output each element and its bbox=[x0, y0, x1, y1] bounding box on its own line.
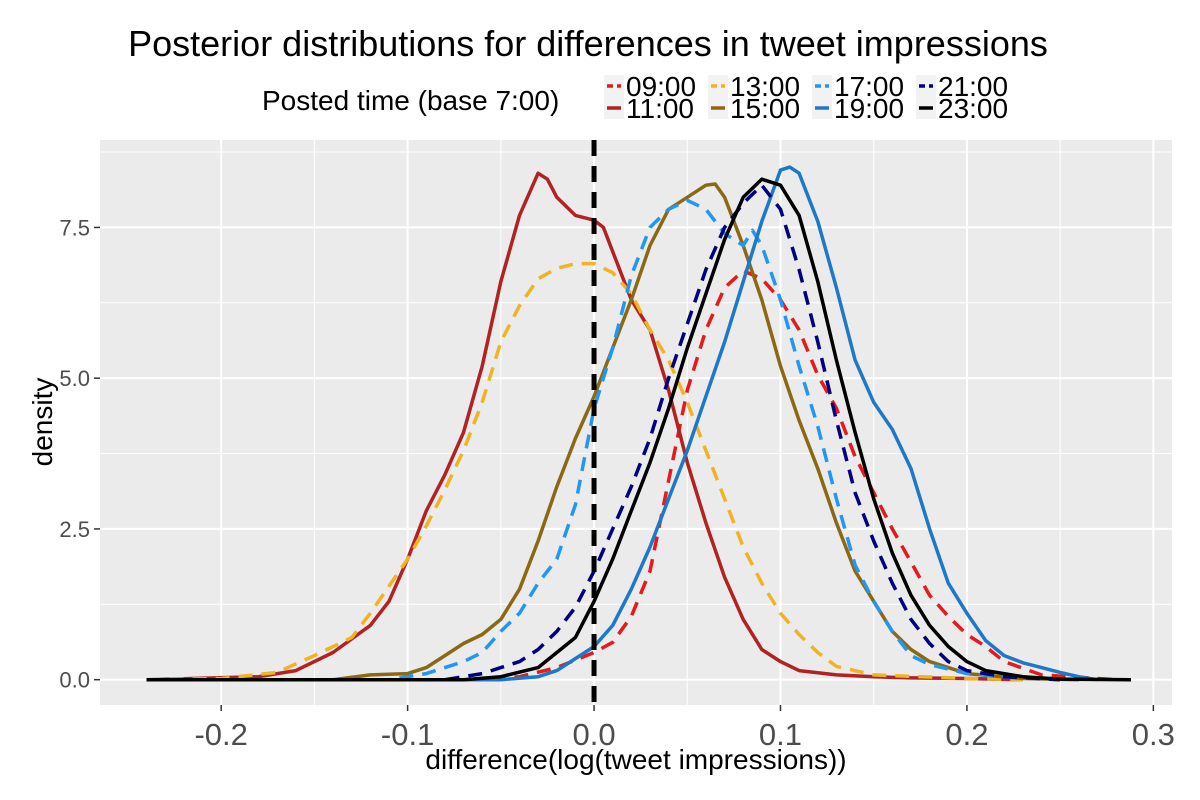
y-tick-label: 5.0 bbox=[59, 366, 90, 391]
legend-key-bg bbox=[604, 75, 624, 97]
series-line-2300 bbox=[146, 177, 1132, 682]
plot-panel bbox=[100, 140, 1172, 705]
y-tick-label: 0.0 bbox=[59, 668, 90, 693]
legend-label: 09:00 bbox=[626, 71, 696, 102]
series-line-1900 bbox=[146, 165, 1098, 682]
x-tick-label: 0.1 bbox=[759, 717, 802, 752]
series-line-0900 bbox=[146, 269, 1117, 682]
series-line-1300 bbox=[146, 261, 1023, 682]
legend-label: 13:00 bbox=[730, 71, 800, 102]
legend-key-bg bbox=[916, 75, 936, 97]
series-line-1700 bbox=[146, 198, 1061, 682]
y-axis-title: density bbox=[27, 378, 58, 467]
density-curves bbox=[146, 140, 1132, 705]
x-axis-title: difference(log(tweet impressions)) bbox=[425, 744, 846, 775]
series-line-2100 bbox=[146, 183, 1061, 682]
legend-label: 15:00 bbox=[730, 93, 800, 124]
chart-title: Posterior distributions for differences … bbox=[128, 23, 1048, 64]
x-tick-label: -0.1 bbox=[381, 717, 434, 752]
axis-ticks: -0.2 -0.1 0.0 0.1 0.2 0.3 0.0 2.5 5.0 7.5 bbox=[59, 215, 1175, 752]
x-tick-label: 0.3 bbox=[1132, 717, 1175, 752]
legend-label: 23:00 bbox=[938, 93, 1008, 124]
legend-label: 19:00 bbox=[834, 93, 904, 124]
grid-lines bbox=[100, 140, 1172, 705]
legend-key-bg bbox=[708, 75, 728, 97]
legend-label: 21:00 bbox=[938, 71, 1008, 102]
y-tick-label: 7.5 bbox=[59, 215, 90, 240]
x-tick-label: -0.2 bbox=[194, 717, 247, 752]
legend-label: 11:00 bbox=[626, 93, 694, 124]
legend-label: 17:00 bbox=[834, 71, 904, 102]
x-tick-label: 0.0 bbox=[572, 717, 615, 752]
legend-key-bg bbox=[812, 75, 832, 97]
y-tick-label: 2.5 bbox=[59, 517, 90, 542]
x-tick-label: 0.2 bbox=[945, 717, 988, 752]
legend-title: Posted time (base 7:00) bbox=[262, 85, 559, 116]
